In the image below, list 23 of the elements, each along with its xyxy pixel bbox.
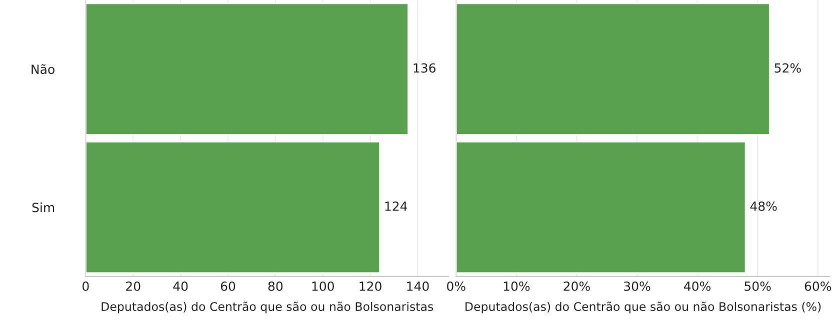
x-tick-label: 10% (504, 281, 530, 291)
x-tick-label: 30% (624, 281, 650, 291)
x-tick-label: 0 (82, 281, 89, 291)
y-tick-label: Sim (32, 202, 54, 212)
x-tick-label: 40 (173, 281, 188, 291)
x-axis-title: Deputados(as) do Centrão que são ou não Bolsonaristas (%) (466, 302, 821, 314)
x-tick-label: 20 (126, 281, 140, 291)
x-tick-label: 50% (744, 281, 771, 291)
data-label: 124 (385, 201, 408, 211)
x-tick-label: 40% (684, 281, 710, 291)
x-tick-label: 120 (360, 281, 382, 291)
x-tick-label: 0% (447, 281, 466, 291)
x-tick-label: 20% (564, 281, 590, 291)
x-tick-label: 140 (407, 281, 429, 291)
data-label: 136 (414, 63, 436, 73)
text: 48% (750, 201, 777, 211)
x-tick-label: 60 (220, 281, 236, 291)
x-tick-label: 60% (804, 281, 832, 291)
y-tick-label: Não (32, 64, 54, 74)
text: 52% (774, 63, 801, 73)
x-axis-title: Deputados(as) do Centrão que são ou não Bolsonaristas (102, 302, 434, 314)
x-tick-label: 100 (312, 281, 334, 291)
x-tick-label: 80 (268, 281, 283, 291)
